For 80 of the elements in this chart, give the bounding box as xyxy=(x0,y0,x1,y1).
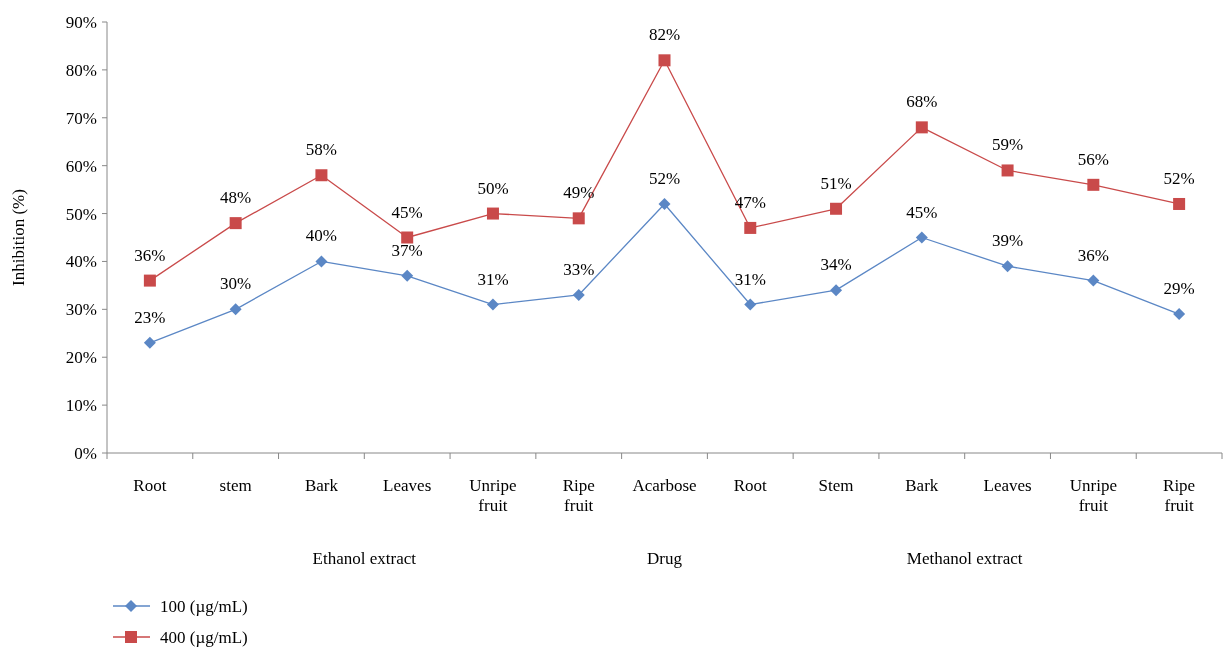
data-label: 31% xyxy=(477,269,509,289)
y-tick-label: 30% xyxy=(65,300,97,320)
point xyxy=(572,288,585,301)
y-tick-label: 40% xyxy=(65,252,97,272)
data-label: 51% xyxy=(820,173,852,193)
x-tick-label: Bark xyxy=(304,476,339,495)
point xyxy=(1001,260,1014,273)
data-label: 45% xyxy=(906,202,938,222)
y-axis-title: Inhibition (%) xyxy=(9,189,28,286)
data-label: 49% xyxy=(563,183,595,203)
data-label: 23% xyxy=(134,307,166,327)
y-tick-label: 70% xyxy=(65,108,97,128)
y-tick-label: 50% xyxy=(65,204,97,224)
data-label: 36% xyxy=(134,245,166,265)
data-label: 30% xyxy=(220,274,252,294)
data-label: 50% xyxy=(477,178,509,198)
data-label: 40% xyxy=(305,226,338,246)
data-label: 39% xyxy=(991,231,1024,251)
point xyxy=(744,298,757,311)
y-tick-label: 60% xyxy=(65,156,97,176)
y-tick-label: 10% xyxy=(65,396,97,416)
legend-label: 100 (µg/mL) xyxy=(160,596,248,616)
point xyxy=(315,255,328,268)
data-label: 36% xyxy=(1077,245,1109,265)
x-tick-label: Unripe fruit xyxy=(1069,476,1117,515)
text: Ethanol extract xyxy=(312,549,417,568)
y-tick-label: 80% xyxy=(65,60,97,80)
y-tick-label: 90% xyxy=(65,12,97,32)
point xyxy=(658,197,671,210)
x-tick-label: Ripe fruit xyxy=(1163,476,1196,515)
text: Methanol extract xyxy=(906,549,1023,568)
data-label: 33% xyxy=(563,259,595,279)
point xyxy=(401,231,414,244)
point xyxy=(1087,178,1100,191)
x-tick-label: Bark xyxy=(905,476,939,495)
data-label: 82% xyxy=(648,25,681,45)
point xyxy=(229,217,242,230)
x-tick-label: Ripe fruit xyxy=(562,476,595,515)
data-label: 58% xyxy=(305,140,338,160)
data-label: 29% xyxy=(1163,279,1195,299)
point xyxy=(486,207,499,220)
data-label: 52% xyxy=(648,168,681,188)
point xyxy=(1173,308,1186,321)
point xyxy=(915,121,928,134)
x-tick-label: Leaves xyxy=(383,476,432,495)
legend-label: 400 (µg/mL) xyxy=(160,627,248,647)
x-tick-label: Unripe fruit xyxy=(469,476,517,515)
point xyxy=(572,212,585,225)
x-tick-label: stem xyxy=(219,476,252,495)
data-label: 31% xyxy=(734,269,766,289)
data-label: 45% xyxy=(391,202,423,222)
data-label: 37% xyxy=(391,240,423,260)
point xyxy=(744,221,757,234)
point xyxy=(915,231,928,244)
point xyxy=(401,269,414,282)
y-tick-label: 20% xyxy=(65,348,97,368)
point xyxy=(486,298,499,311)
point xyxy=(658,54,671,67)
data-label: 34% xyxy=(820,255,852,275)
point xyxy=(143,274,156,287)
data-label: 56% xyxy=(1077,149,1109,169)
point xyxy=(1087,274,1100,287)
point xyxy=(830,284,843,297)
point xyxy=(1173,197,1186,210)
data-label: 48% xyxy=(220,188,252,208)
x-tick-label: Acarbose xyxy=(632,476,697,495)
data-label: 59% xyxy=(991,135,1024,155)
point xyxy=(229,303,242,316)
y-tick-label: 0% xyxy=(74,443,97,463)
point xyxy=(315,169,328,182)
x-tick-label: Leaves xyxy=(983,476,1032,495)
x-tick-label: Root xyxy=(733,476,768,495)
x-tick-label: Stem xyxy=(818,476,854,495)
point xyxy=(143,336,156,349)
data-label: 52% xyxy=(1163,168,1195,188)
text: Drug xyxy=(647,549,683,568)
x-tick-label: Root xyxy=(133,476,167,495)
point xyxy=(1001,164,1014,177)
data-label: 68% xyxy=(906,92,938,112)
point xyxy=(830,202,843,215)
